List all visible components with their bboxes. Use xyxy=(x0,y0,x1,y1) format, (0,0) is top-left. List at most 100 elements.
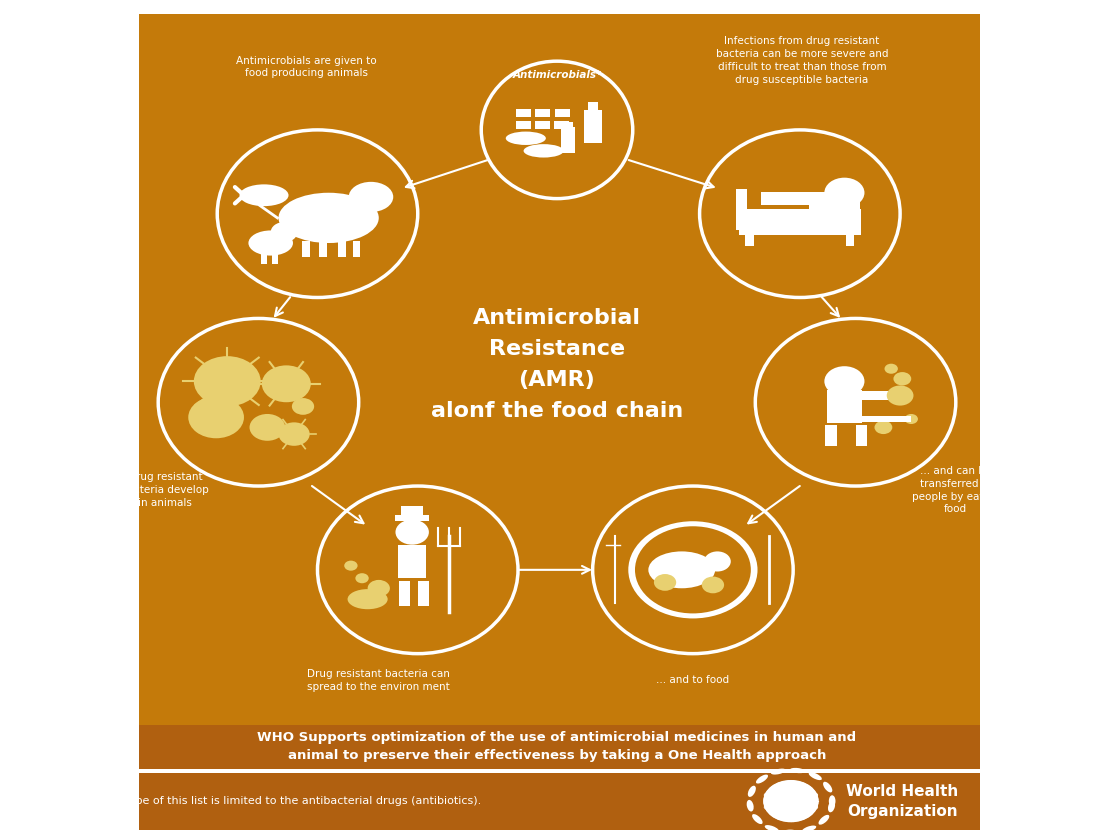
Text: Antimicrobials*: Antimicrobials* xyxy=(512,70,602,80)
Ellipse shape xyxy=(348,589,388,609)
Ellipse shape xyxy=(481,61,633,199)
FancyArrowPatch shape xyxy=(235,197,242,204)
Bar xyxy=(399,581,410,606)
Ellipse shape xyxy=(746,800,754,811)
Ellipse shape xyxy=(809,772,822,780)
Bar xyxy=(339,241,345,257)
Bar xyxy=(399,545,426,578)
Ellipse shape xyxy=(217,130,418,297)
Circle shape xyxy=(654,574,676,591)
Bar xyxy=(554,121,569,128)
Bar xyxy=(736,189,747,230)
Bar xyxy=(739,210,861,235)
Text: Drug resistant bacteria can
spread to the environ ment: Drug resistant bacteria can spread to th… xyxy=(307,669,450,692)
Ellipse shape xyxy=(317,486,518,654)
Bar xyxy=(535,121,550,128)
Bar xyxy=(395,515,429,521)
Bar xyxy=(825,425,837,446)
Wedge shape xyxy=(295,230,303,235)
Ellipse shape xyxy=(755,318,956,486)
Text: Drug resistant
bacteria develop
in animals: Drug resistant bacteria develop in anima… xyxy=(121,473,208,508)
Ellipse shape xyxy=(349,182,393,212)
FancyArrowPatch shape xyxy=(235,187,242,194)
Circle shape xyxy=(824,366,864,396)
Circle shape xyxy=(905,414,918,424)
Bar xyxy=(862,391,890,400)
FancyBboxPatch shape xyxy=(139,773,980,830)
Bar xyxy=(320,241,328,257)
Text: World Health
Organization: World Health Organization xyxy=(847,784,958,819)
Ellipse shape xyxy=(593,486,793,654)
Ellipse shape xyxy=(524,144,564,158)
Bar xyxy=(535,109,550,116)
Circle shape xyxy=(893,372,911,385)
Bar xyxy=(261,251,267,265)
Text: WHO Supports optimization of the use of antimicrobial medicines in human and
ani: WHO Supports optimization of the use of … xyxy=(257,732,857,762)
Circle shape xyxy=(628,521,758,618)
Bar xyxy=(844,416,911,422)
Circle shape xyxy=(278,422,310,446)
Circle shape xyxy=(704,551,731,572)
Bar xyxy=(745,231,754,246)
Bar xyxy=(809,194,853,213)
Bar xyxy=(272,251,278,265)
Bar xyxy=(588,102,598,111)
Bar xyxy=(516,121,531,128)
Circle shape xyxy=(292,398,314,415)
Ellipse shape xyxy=(783,830,799,835)
Circle shape xyxy=(874,421,892,434)
Circle shape xyxy=(194,356,261,406)
Ellipse shape xyxy=(158,318,359,486)
Bar xyxy=(564,122,573,128)
Ellipse shape xyxy=(824,178,864,208)
Circle shape xyxy=(885,364,898,374)
Ellipse shape xyxy=(756,774,768,784)
Bar xyxy=(584,110,602,143)
Bar xyxy=(827,390,862,423)
Text: Antimicrobial
Resistance
(AMR)
alonf the food chain: Antimicrobial Resistance (AMR) alonf the… xyxy=(431,308,683,422)
Ellipse shape xyxy=(828,801,836,812)
Circle shape xyxy=(395,520,429,545)
Ellipse shape xyxy=(771,768,785,774)
Ellipse shape xyxy=(829,795,836,807)
Circle shape xyxy=(355,573,369,583)
Ellipse shape xyxy=(747,786,756,797)
Ellipse shape xyxy=(700,130,900,297)
Ellipse shape xyxy=(823,782,832,793)
Bar xyxy=(555,109,570,116)
Bar xyxy=(516,109,531,116)
Text: ... and can be
transferred to
people by eating
food: ... and can be transferred to people by … xyxy=(912,466,999,515)
Ellipse shape xyxy=(887,385,913,406)
Ellipse shape xyxy=(648,551,715,588)
FancyBboxPatch shape xyxy=(139,725,980,769)
Circle shape xyxy=(262,365,311,402)
Bar xyxy=(401,506,423,516)
Ellipse shape xyxy=(790,768,805,773)
Text: Antimicrobials are given to
food producing animals: Antimicrobials are given to food produci… xyxy=(236,55,377,79)
Bar xyxy=(352,241,360,257)
Ellipse shape xyxy=(368,580,390,597)
Bar xyxy=(846,231,854,246)
Bar xyxy=(561,127,576,153)
Circle shape xyxy=(764,781,818,821)
Ellipse shape xyxy=(278,193,379,243)
Bar xyxy=(856,425,867,446)
Ellipse shape xyxy=(802,825,817,832)
Text: *The scope of this list is limited to the antibacterial drugs (antibiotics).: *The scope of this list is limited to th… xyxy=(87,796,481,806)
Bar xyxy=(851,194,860,224)
Circle shape xyxy=(188,396,244,438)
Ellipse shape xyxy=(271,222,297,242)
Bar xyxy=(302,241,310,257)
Text: Infections from drug resistant
bacteria can be more severe and
difficult to trea: Infections from drug resistant bacteria … xyxy=(716,36,888,85)
Circle shape xyxy=(344,561,358,571)
Circle shape xyxy=(250,414,285,441)
Circle shape xyxy=(702,577,724,593)
Ellipse shape xyxy=(248,230,293,256)
FancyBboxPatch shape xyxy=(139,14,980,725)
Bar xyxy=(418,581,429,606)
Ellipse shape xyxy=(240,184,289,206)
Bar xyxy=(761,192,828,205)
Ellipse shape xyxy=(506,132,546,145)
Ellipse shape xyxy=(764,825,779,832)
Ellipse shape xyxy=(752,814,763,824)
